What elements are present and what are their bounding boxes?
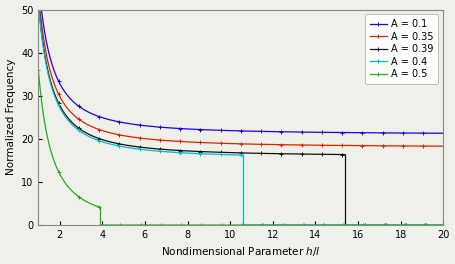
A = 0.4 [440,223,446,227]
A = 0.1 [106,118,111,121]
A = 0.35 [433,145,438,148]
A = 0.1 [389,131,394,135]
A = 0.4 [255,223,261,227]
A = 0.5 [108,223,113,227]
A = 0.35 [191,141,197,144]
Line: A = 0.4: A = 0.4 [241,223,446,228]
A = 0.4 [240,223,246,227]
A = 0.5 [382,223,387,227]
A = 0.35 [208,141,214,144]
A = 0.39 [439,223,444,227]
A = 0.39 [415,223,421,227]
A = 0.39 [440,223,446,227]
Line: A = 0.5: A = 0.5 [98,223,446,228]
A = 0.5 [440,223,446,227]
Line: A = 0.1: A = 0.1 [36,0,446,136]
A = 0.5 [336,223,341,227]
A = 0.4 [343,223,349,227]
A = 0.39 [343,223,348,227]
A = 0.4 [425,223,431,227]
A = 0.5 [135,223,141,227]
Line: A = 0.35: A = 0.35 [36,0,446,149]
A = 0.1 [440,132,446,135]
A = 0.39 [366,223,372,227]
A = 0.35 [440,145,446,148]
A = 0.39 [415,223,420,227]
A = 0.39 [436,223,441,227]
A = 0.5 [172,223,177,227]
A = 0.1 [191,128,197,131]
A = 0.4 [240,223,246,227]
A = 0.4 [280,223,285,227]
A = 0.35 [106,131,111,134]
Line: A = 0.39: A = 0.39 [343,223,446,228]
A = 0.5 [97,223,103,227]
A = 0.1 [433,132,438,135]
A = 0.1 [208,128,214,131]
Y-axis label: Normalized Frequency: Normalized Frequency [5,59,15,176]
A = 0.35 [82,121,87,125]
A = 0.5 [132,223,138,227]
A = 0.1 [82,109,87,112]
A = 0.35 [389,144,394,148]
Legend: A = 0.1, A = 0.35, A = 0.39, A = 0.4, A = 0.5: A = 0.1, A = 0.35, A = 0.39, A = 0.4, A … [365,15,439,84]
A = 0.4 [384,223,389,227]
X-axis label: Nondimensional Parameter $h/l$: Nondimensional Parameter $h/l$ [161,246,321,258]
A = 0.39 [350,223,356,227]
